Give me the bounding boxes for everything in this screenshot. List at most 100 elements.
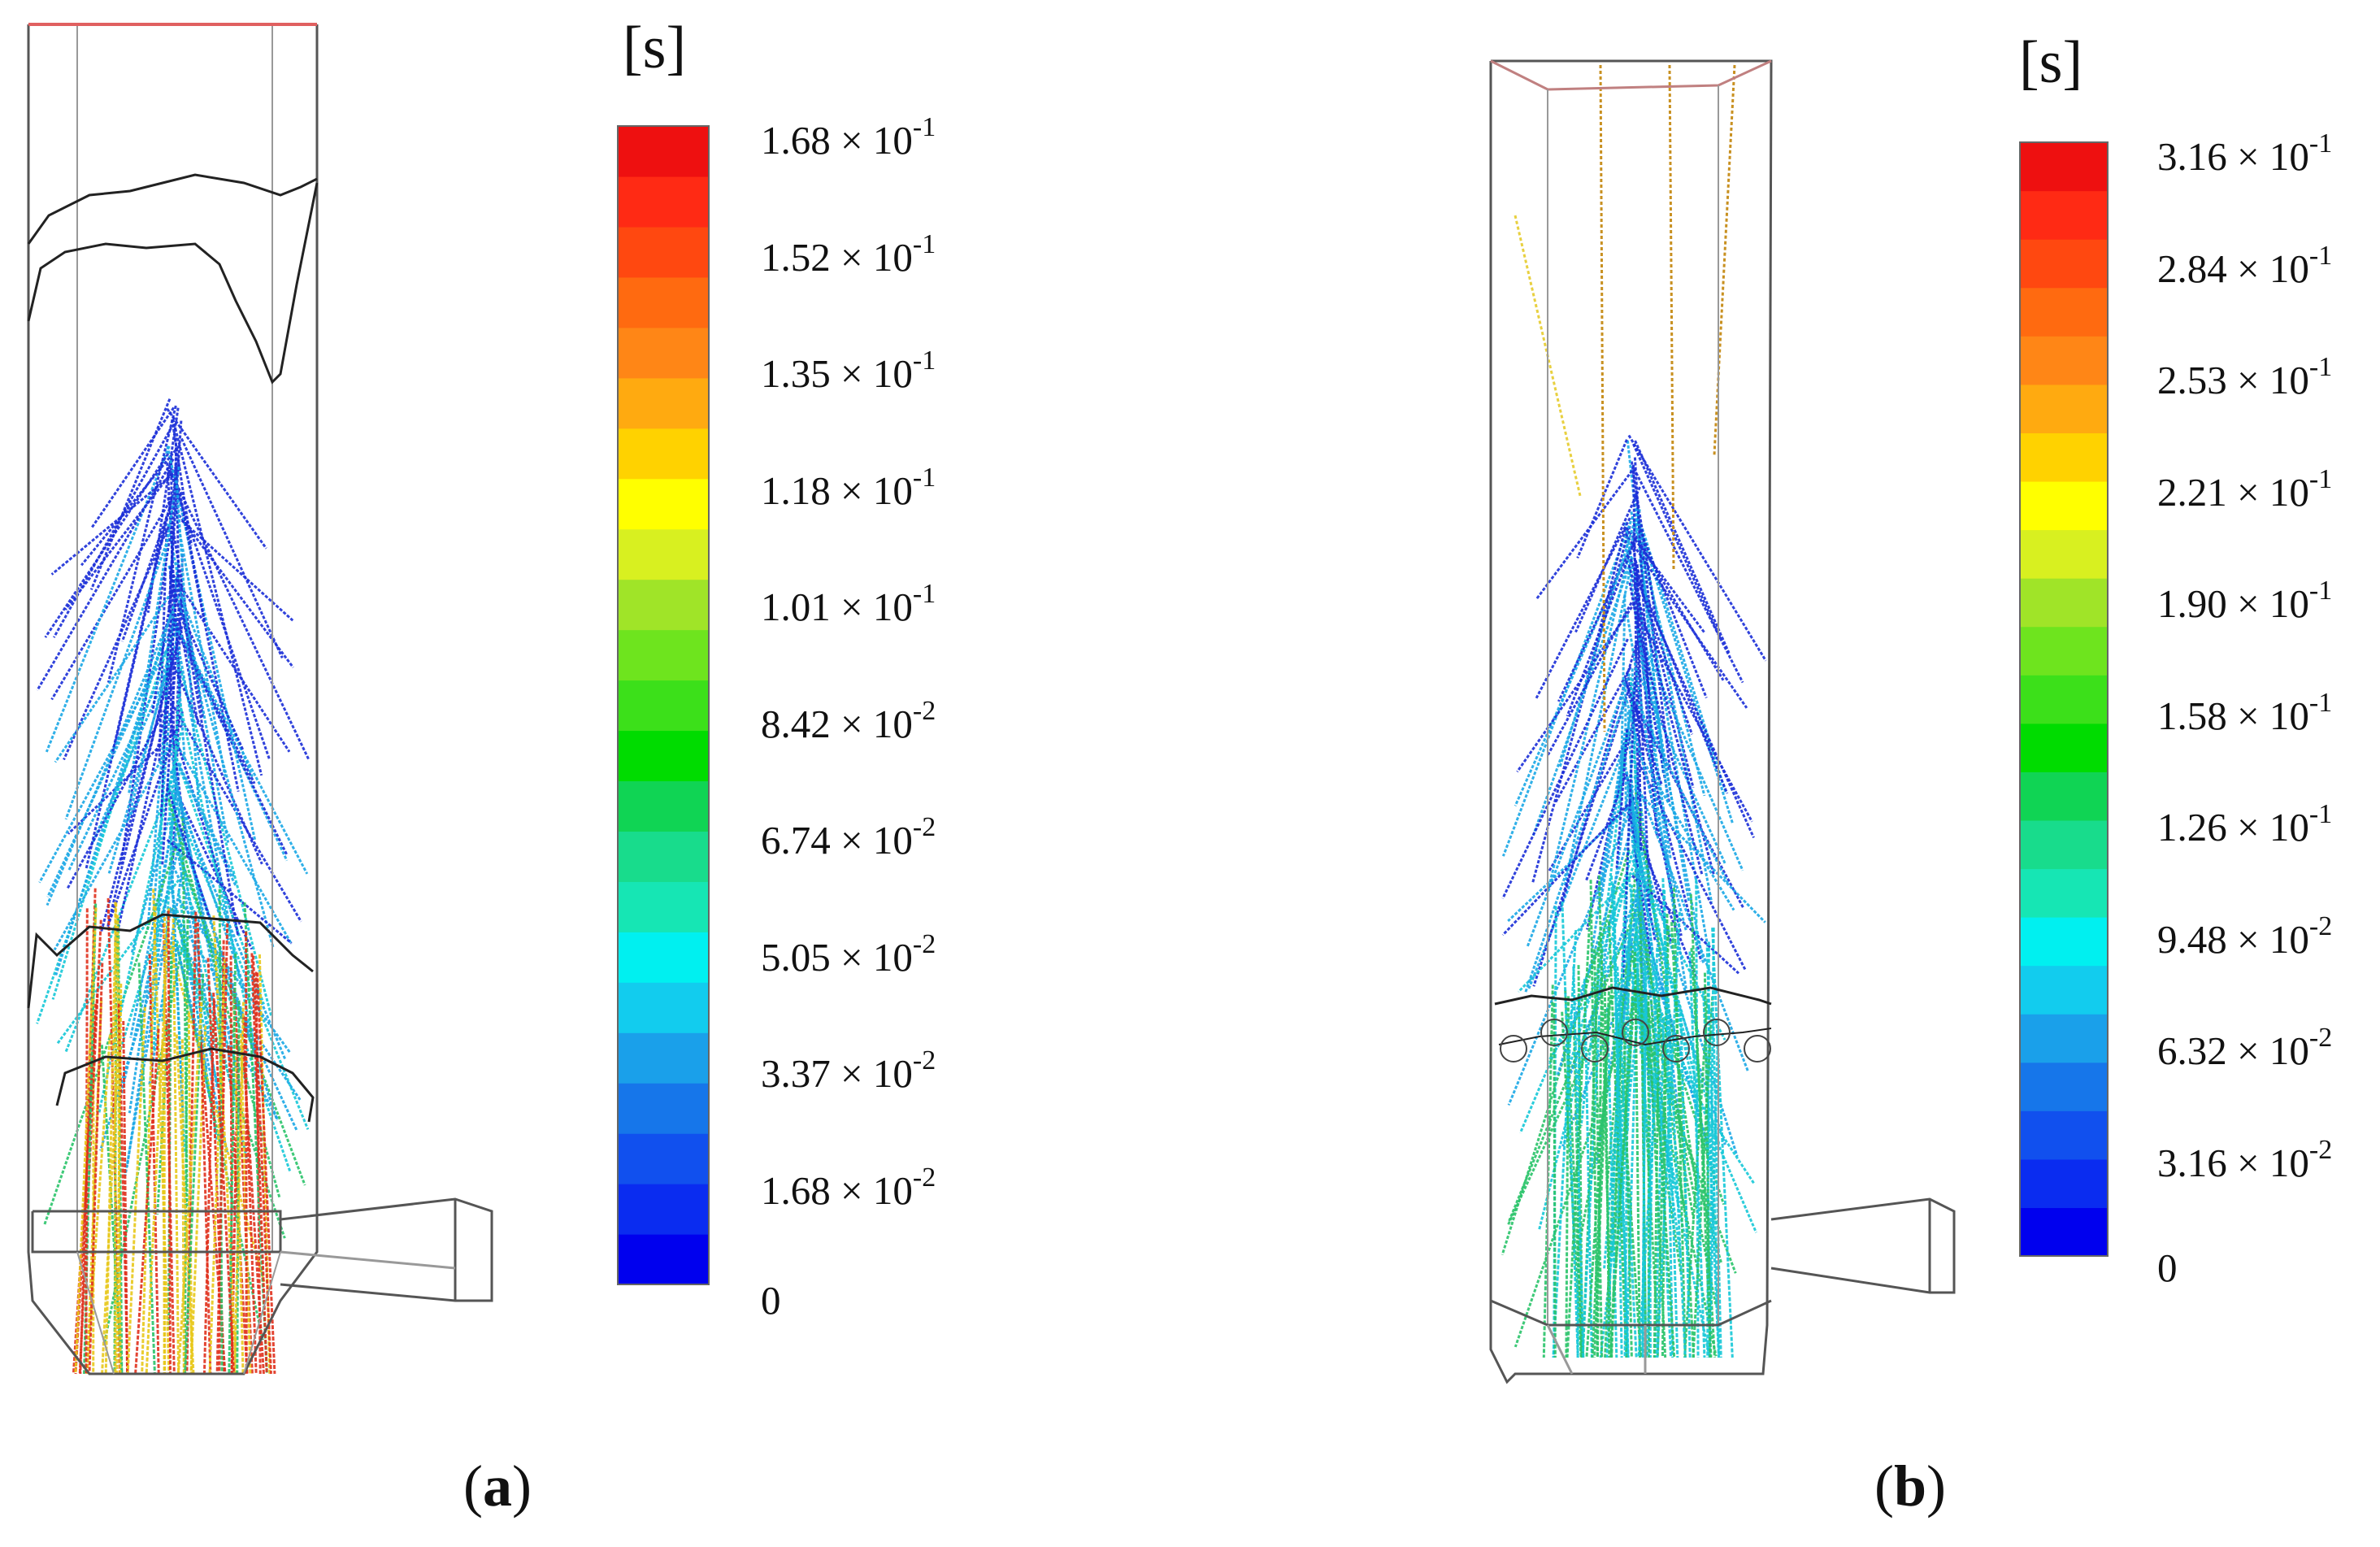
particle-track [1542,984,1554,1358]
colorbar-tick-exponent: -1 [912,112,936,142]
particle-track [115,983,123,1375]
particle-track [1633,567,1729,794]
colorbar-band [2020,336,2108,385]
particle-track [1625,771,1670,1172]
particle-track [1635,908,1718,1305]
particle-track [175,554,184,747]
reactor-b-hopper-rim [1490,1299,1772,1327]
particle-track [172,500,227,777]
tube-circle [1500,1035,1527,1062]
particle-track [1625,680,1683,936]
particle-track [1627,434,1767,662]
particle-track [1626,931,1757,1233]
colorbar-tick-exponent: -2 [912,1045,936,1076]
colorbar-tick-mantissa: 1.68 [761,118,831,163]
particle-track [1566,910,1592,1358]
colorbar-band [2020,480,2108,531]
particle-track [180,437,284,658]
particle-track [1635,764,1683,1140]
particle-track [1649,1000,1676,1358]
particle-track [175,510,294,668]
contour-line [27,182,319,385]
particle-track [43,847,177,1226]
reactor-b-edge [1546,1324,1574,1375]
colorbar-tick-mantissa: 0 [761,1278,781,1323]
particle-track [1653,1019,1666,1358]
particle-track [179,493,206,621]
colorbar-band [618,528,709,580]
colorbar-band [618,831,709,882]
colorbar-tick-label: 3.37 × 10-2 [761,1045,936,1096]
particle-track [167,420,183,612]
colorbar-tick-label: 1.01 × 10-1 [761,579,936,629]
particle-track [1535,470,1634,601]
particle-track [66,704,169,889]
particle-track [85,908,89,1375]
colorbar-tick-mantissa: 1.35 [761,351,831,396]
particle-tracks-a [36,398,311,1375]
particle-track [166,786,211,919]
particle-track [121,507,172,642]
particle-track [1638,558,1711,957]
colorbar-band [618,1133,709,1184]
particle-track [166,407,267,550]
colorbar-tick-exponent: -2 [2308,1023,2333,1053]
particle-track [127,466,180,795]
particle-track [167,940,266,1284]
reactor-a-edge [76,1251,115,1375]
colorbar-tick-mantissa: 1.18 [761,467,831,513]
colorbar-tick-mantissa: 0 [2157,1245,2178,1290]
colorbar-tick-exponent: -2 [912,695,936,726]
particle-track [1507,797,1637,1106]
particle-track [1708,928,1715,1358]
particle-track [1692,996,1714,1358]
particle-track [180,519,294,622]
particle-track [166,445,257,841]
particle-track [1713,64,1736,456]
colorbar-tick-mantissa: 5.05 [761,934,831,980]
particle-track [1501,793,1640,936]
particle-track [1553,1002,1557,1358]
particle-track [1624,532,1748,709]
colorbar-band [2020,1207,2108,1257]
particle-track [1639,528,1708,699]
particle-track [176,484,240,792]
colorbar-tick-label: 2.84 × 10-1 [2157,240,2333,291]
particle-track [180,1039,185,1375]
particle-track [1607,921,1628,1358]
colorbar-tick-exponent: -1 [912,462,936,493]
colorbar-tick-mantissa: 2.53 [2157,358,2227,402]
caption-b: (b) [1874,1454,1947,1519]
particle-track [163,569,180,743]
particle-track [172,918,180,1375]
colorbar-tick-label: 1.58 × 10-1 [2157,687,2333,738]
particle-track [64,465,178,611]
particle-track [172,418,263,776]
colorbar-band [2020,819,2108,870]
particle-track [90,659,174,845]
colorbar-tick-exponent: -2 [912,1162,936,1193]
colorbar-tick-exponent: -1 [912,228,936,259]
colorbar-frame [2019,141,2109,1257]
particle-track [1636,521,1735,824]
colorbar-band [618,881,709,932]
particle-track [1553,666,1632,804]
caption-b-letter: b [1893,1454,1927,1519]
particle-track [1661,878,1679,1358]
colorbar-tick-label: 1.35 × 10-1 [761,345,936,396]
caption-a-letter: a [482,1454,512,1519]
colorbar-band [618,1184,709,1235]
tube-circle [1622,1019,1649,1046]
colorbar-tick-mantissa: 9.48 [2157,916,2227,962]
colorbar-tick-label: 1.26 × 10-1 [2157,799,2333,850]
particle-track [236,1000,241,1375]
colorbar-band [2020,529,2108,579]
particle-track [1689,893,1713,1358]
particle-track [1631,531,1725,681]
colorbar-band [618,327,709,379]
particle-track [64,538,170,820]
particle-track [169,886,229,1154]
particle-track [46,615,172,906]
particle-track [1514,989,1640,1348]
particle-track [63,526,170,761]
